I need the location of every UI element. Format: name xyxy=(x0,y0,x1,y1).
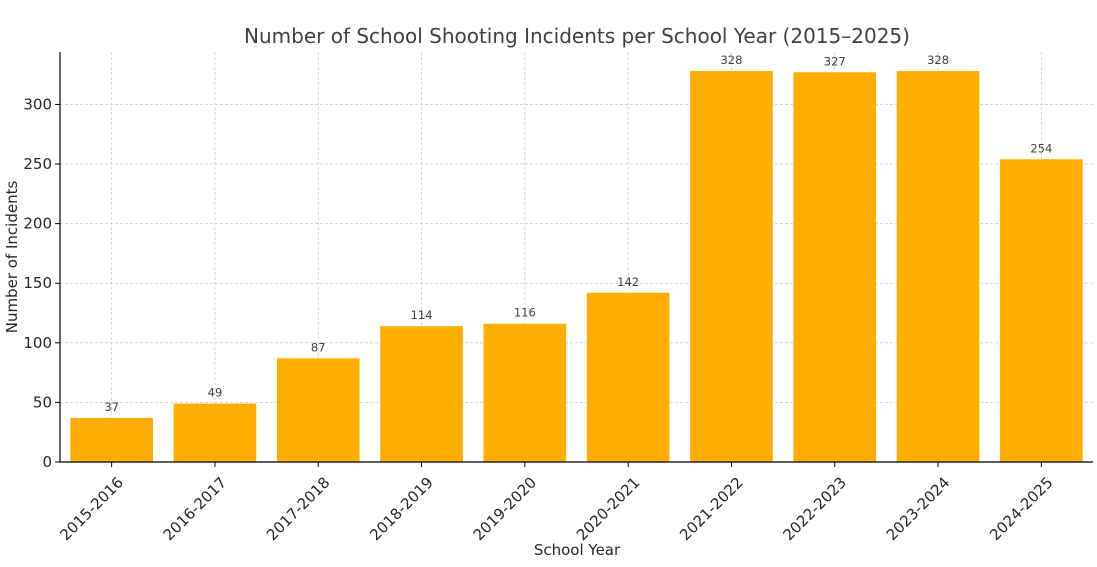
bar-2020-2021 xyxy=(586,292,670,462)
bar-2024-2025 xyxy=(1000,159,1083,462)
bar-2019-2020 xyxy=(483,323,567,462)
data-label-2022-2023: 327 xyxy=(824,54,846,68)
x-axis-label: School Year xyxy=(534,541,621,559)
data-label-2021-2022: 328 xyxy=(720,53,742,67)
y-tick-label: 50 xyxy=(33,393,52,411)
bar-2021-2022 xyxy=(690,71,773,463)
x-tick-label-2022-2023: 2022-2023 xyxy=(779,474,850,545)
x-tick-label-2023-2024: 2023-2024 xyxy=(883,474,954,545)
y-tick-label: 300 xyxy=(23,95,52,113)
data-label-2023-2024: 328 xyxy=(927,53,949,67)
axes xyxy=(55,52,1093,467)
x-tick-label-2024-2025: 2024-2025 xyxy=(986,474,1057,545)
bar-2017-2018 xyxy=(276,358,360,462)
x-tick-label-2021-2022: 2021-2022 xyxy=(676,474,747,545)
data-label-2020-2021: 142 xyxy=(617,275,639,289)
y-tick-label: 200 xyxy=(23,215,52,233)
bar-2022-2023 xyxy=(793,72,877,462)
data-label-2024-2025: 254 xyxy=(1030,141,1052,155)
chart-title: Number of School Shooting Incidents per … xyxy=(244,24,910,48)
y-tick-label: 0 xyxy=(42,453,52,471)
x-tick-label-2015-2016: 2015-2016 xyxy=(56,474,127,545)
data-label-2016-2017: 49 xyxy=(208,386,223,400)
y-tick-label: 100 xyxy=(23,334,52,352)
bars xyxy=(70,71,1083,463)
y-tick-label: 250 xyxy=(23,155,52,173)
data-label-2015-2016: 37 xyxy=(104,400,119,414)
bar-2016-2017 xyxy=(173,403,257,462)
bar-2023-2024 xyxy=(896,71,980,463)
data-label-2019-2020: 116 xyxy=(514,306,536,320)
x-tick-label-2018-2019: 2018-2019 xyxy=(366,474,437,545)
x-tick-label-2019-2020: 2019-2020 xyxy=(470,474,541,545)
data-label-2018-2019: 114 xyxy=(411,308,433,322)
x-tick-label-2016-2017: 2016-2017 xyxy=(160,474,231,545)
bar-2018-2019 xyxy=(380,326,463,462)
y-axis-label: Number of Incidents xyxy=(3,181,21,334)
data-label-2017-2018: 87 xyxy=(311,340,326,354)
x-tick-label-2020-2021: 2020-2021 xyxy=(573,474,644,545)
bar-2015-2016 xyxy=(70,417,153,462)
y-tick-label: 150 xyxy=(23,274,52,292)
x-tick-label-2017-2018: 2017-2018 xyxy=(263,474,334,545)
